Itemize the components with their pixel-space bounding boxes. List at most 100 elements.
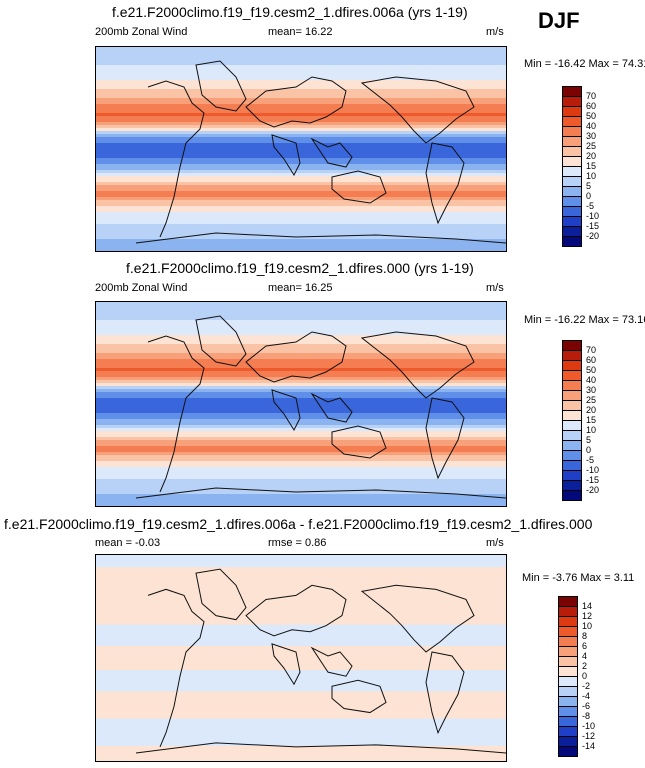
field-band xyxy=(96,434,506,438)
field-band xyxy=(96,116,506,120)
field-band xyxy=(96,685,506,689)
colorbar-tick-label: 14 xyxy=(582,601,593,611)
field-band xyxy=(96,425,506,429)
colorbar-swatch xyxy=(558,746,578,757)
field-band xyxy=(96,709,506,714)
field-band xyxy=(96,651,506,656)
field-band xyxy=(96,245,506,249)
field-band xyxy=(96,179,506,183)
field-band xyxy=(96,314,506,318)
field-band xyxy=(96,122,506,126)
coastline xyxy=(245,331,347,383)
field-band xyxy=(96,667,506,671)
field-band xyxy=(96,582,506,586)
field-band xyxy=(96,161,506,165)
panel-1-field xyxy=(96,47,506,251)
colorbar-tick-label: 20 xyxy=(586,151,597,161)
field-band xyxy=(96,398,506,402)
colorbar-tick-label: 0 xyxy=(586,445,592,455)
panel-1-colorbar: 70 60 50 40 30 25 20 15 10 5 0 -5 -10 -15 -20 xyxy=(562,86,622,247)
field-band xyxy=(96,98,506,102)
coastline xyxy=(195,60,247,112)
field-band xyxy=(96,597,506,602)
field-band xyxy=(96,673,506,677)
field-band xyxy=(96,661,506,665)
field-band xyxy=(96,676,506,680)
field-band xyxy=(96,95,506,99)
field-band xyxy=(96,703,506,708)
field-band xyxy=(96,579,506,583)
colorbar-tick-label: -10 xyxy=(586,465,600,475)
field-band xyxy=(96,308,506,312)
field-band xyxy=(96,446,506,450)
field-band xyxy=(96,482,506,486)
field-band xyxy=(96,588,506,592)
field-band xyxy=(96,200,506,204)
panel-1-mean-label: mean= 16.22 xyxy=(268,26,333,38)
field-band xyxy=(96,212,506,216)
field-band xyxy=(96,630,506,635)
colorbar-tick-label: 8 xyxy=(582,631,588,641)
field-band xyxy=(96,682,506,686)
panel-3-colorbar: 14 12 10 8 6 4 2 0 -2 -4 -6 -8 -10 -12 -14 xyxy=(558,596,618,757)
field-band xyxy=(96,221,506,225)
field-band xyxy=(96,416,506,420)
field-band xyxy=(96,736,506,741)
colorbar-tick-label: 50 xyxy=(586,111,597,121)
colorbar-tick-label: -6 xyxy=(582,701,591,711)
colorbar-tick-label: 40 xyxy=(586,121,597,131)
field-band xyxy=(96,443,506,447)
field-band xyxy=(96,131,506,135)
panel-3-field xyxy=(96,555,506,761)
field-band xyxy=(96,410,506,414)
field-band xyxy=(96,449,506,453)
colorbar-tick-label: 10 xyxy=(586,171,597,181)
field-band xyxy=(96,594,506,599)
colorbar-tick-label: -12 xyxy=(582,731,596,741)
coastline xyxy=(360,76,475,144)
field-band xyxy=(96,53,506,57)
colorbar-tick-label: 15 xyxy=(586,415,597,425)
colorbar-tick-label: 20 xyxy=(586,405,597,415)
field-band xyxy=(96,110,506,114)
field-band xyxy=(96,464,506,468)
colorbar-tick-label: 15 xyxy=(586,161,597,171)
field-band xyxy=(96,341,506,345)
field-band xyxy=(96,739,506,744)
field-band xyxy=(96,380,506,384)
field-band xyxy=(96,428,506,432)
field-band xyxy=(96,691,506,695)
panel-3-units-label: m/s xyxy=(486,537,504,549)
field-band xyxy=(96,56,506,60)
colorbar-tick-label: 70 xyxy=(586,345,597,355)
field-band xyxy=(96,167,506,171)
field-band xyxy=(96,697,506,702)
field-band xyxy=(96,712,506,717)
field-band xyxy=(96,754,506,759)
field-band xyxy=(96,473,506,477)
field-band xyxy=(96,350,506,354)
field-band xyxy=(96,733,506,738)
field-band xyxy=(96,230,506,234)
field-band xyxy=(96,359,506,363)
field-band xyxy=(96,68,506,72)
field-band xyxy=(96,317,506,321)
field-band xyxy=(96,585,506,589)
field-band xyxy=(96,500,506,504)
field-band xyxy=(96,248,506,251)
colorbar-swatch xyxy=(562,236,582,247)
field-band xyxy=(96,164,506,168)
field-band xyxy=(96,612,506,617)
field-band xyxy=(96,437,506,441)
field-band xyxy=(96,636,506,641)
field-band xyxy=(96,143,506,147)
colorbar-tick-label: 25 xyxy=(586,395,597,405)
panel-2-units-label: m/s xyxy=(486,282,504,294)
panel-3-rmse-label: rmse = 0.86 xyxy=(268,537,327,549)
field-band xyxy=(96,497,506,501)
coastline xyxy=(425,397,465,480)
colorbar-tick-label: -4 xyxy=(582,691,591,701)
colorbar-tick-label: 10 xyxy=(586,425,597,435)
field-band xyxy=(96,320,506,324)
coastline xyxy=(425,651,465,735)
